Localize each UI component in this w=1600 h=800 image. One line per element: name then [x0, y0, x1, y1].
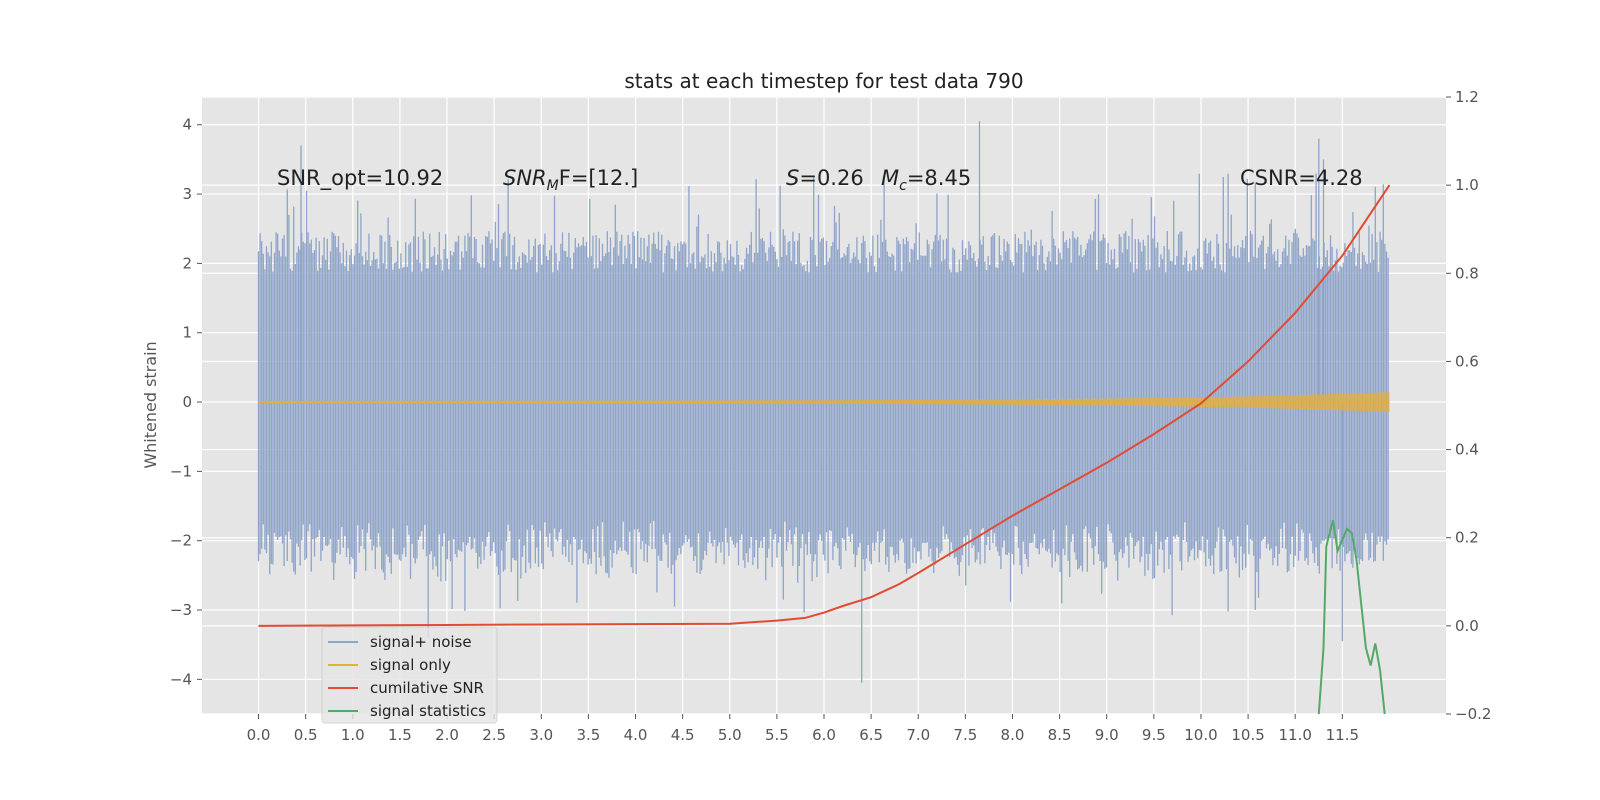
x-tick-label: 2.5: [482, 726, 506, 744]
x-tick-label: 3.0: [529, 726, 553, 744]
legend: signal+ noise signal only cumilative SNR si…: [321, 626, 498, 724]
y2-tick-label: 0.8: [1455, 264, 1479, 282]
y-tick-label: −1: [170, 462, 192, 480]
x-tick-label: 5.0: [718, 726, 742, 744]
annotation-mc-value: =8.45: [907, 166, 971, 190]
cumulative-snr-line: [258, 184, 1391, 627]
x-tick-label: 10.5: [1231, 726, 1264, 744]
legend-box: [321, 626, 498, 724]
y-tick-label: 2: [182, 254, 192, 272]
x-tick-label: 4.5: [671, 726, 695, 744]
y-tick-label: 4: [182, 116, 192, 134]
x-tick-label: 10.0: [1184, 726, 1217, 744]
y-axis-right: 1.2 1.0 0.8 0.6 0.4 0.2 0.0 −0.2: [1446, 88, 1491, 723]
annotation-snr-mf: SNRMF=[12.]: [503, 166, 638, 194]
x-tick-label: 7.5: [953, 726, 977, 744]
signal-statistics-line: [1317, 519, 1386, 715]
series-signal-statistics: [1317, 519, 1386, 715]
x-tick-label: 5.5: [765, 726, 789, 744]
y2-tick-label: 0.0: [1455, 617, 1479, 635]
chart-title: stats at each timestep for test data 790: [624, 69, 1023, 93]
y-tick-label: 1: [182, 324, 192, 342]
x-tick-label: 7.0: [906, 726, 930, 744]
y-tick-label: 3: [182, 185, 192, 203]
annotation-mc-sub: c: [899, 178, 907, 194]
y-tick-label: −3: [170, 601, 192, 619]
y-tick-label: −4: [170, 670, 192, 688]
y2-tick-label: 0.6: [1455, 352, 1479, 370]
x-tick-label: 9.5: [1142, 726, 1166, 744]
annotation-mc: Mc=8.45: [881, 166, 971, 194]
y-tick-label: −2: [170, 532, 192, 550]
x-tick-label: 11.0: [1279, 726, 1312, 744]
annotation-snr-opt: SNR_opt=10.92: [277, 166, 443, 191]
y-axis-left: 4 3 2 1 0 −1 −2 −3 −4: [170, 116, 202, 688]
legend-label: signal only: [370, 656, 451, 674]
x-tick-label: 3.5: [576, 726, 600, 744]
legend-label: signal+ noise: [370, 633, 472, 651]
annotation-snr-mf-main: SNR: [503, 166, 547, 190]
y2-tick-label: 1.2: [1455, 88, 1479, 106]
x-tick-label: 8.5: [1048, 726, 1072, 744]
y-axis-label: Whitened strain: [141, 341, 160, 468]
series-cumulative-snr: [258, 184, 1391, 627]
x-tick-label: 0.0: [247, 726, 271, 744]
x-tick-label: 6.5: [859, 726, 883, 744]
y-tick-label: 0: [182, 393, 192, 411]
y2-tick-label: −0.2: [1455, 705, 1491, 723]
legend-label: cumilative SNR: [370, 679, 484, 697]
y2-tick-label: 0.2: [1455, 529, 1479, 547]
x-tick-label: 1.0: [341, 726, 365, 744]
annotation-s-symbol: S: [786, 166, 799, 190]
annotation-s-value: =0.26: [799, 166, 863, 190]
x-tick-label: 6.0: [812, 726, 836, 744]
y2-tick-label: 0.4: [1455, 441, 1479, 459]
x-tick-label: 9.0: [1095, 726, 1119, 744]
x-tick-label: 0.5: [294, 726, 318, 744]
x-tick-label: 1.5: [388, 726, 412, 744]
x-axis: 0.0 0.5 1.0 1.5 2.0 2.5 3.0 3.5 4.0 4.5 5.0 5.5 6.0 6…: [247, 714, 1359, 744]
annotation-s: S=0.26: [786, 166, 864, 190]
annotation-snr-mf-rest: F=[12.]: [559, 166, 638, 190]
legend-label: signal statistics: [370, 702, 486, 720]
annotation-mc-symbol: M: [881, 166, 899, 190]
x-tick-label: 4.0: [624, 726, 648, 744]
y2-tick-label: 1.0: [1455, 176, 1479, 194]
annotation-csnr: CSNR=4.28: [1240, 166, 1363, 190]
annotation-snr-mf-sub: M: [547, 178, 559, 194]
x-tick-label: 2.0: [435, 726, 459, 744]
x-tick-label: 11.5: [1326, 726, 1359, 744]
x-tick-label: 8.0: [1001, 726, 1025, 744]
